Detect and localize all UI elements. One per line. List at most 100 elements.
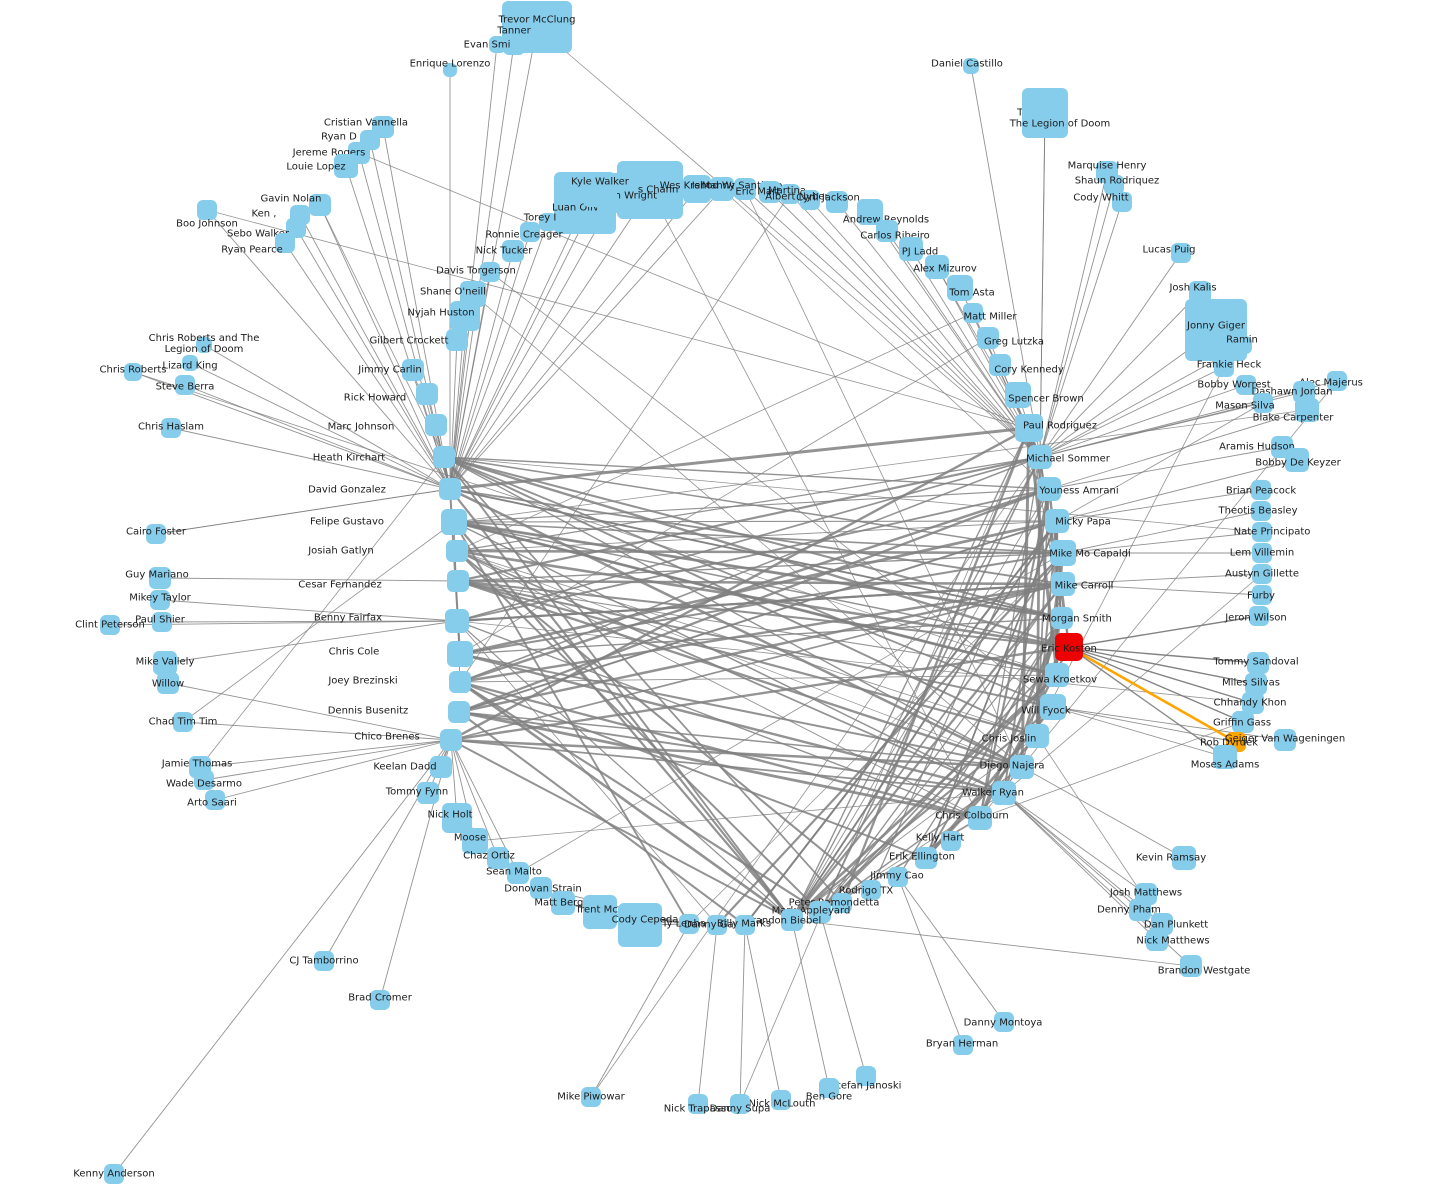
graph-node[interactable] xyxy=(1249,606,1269,626)
graph-node[interactable] xyxy=(124,363,142,381)
graph-node[interactable] xyxy=(989,354,1011,376)
graph-node[interactable] xyxy=(448,701,470,723)
graph-node[interactable] xyxy=(487,847,509,869)
graph-node[interactable] xyxy=(826,191,848,213)
graph-node[interactable] xyxy=(488,35,506,53)
graph-node[interactable] xyxy=(1010,755,1034,779)
graph-node[interactable] xyxy=(430,756,452,778)
graph-node[interactable] xyxy=(734,178,756,200)
graph-node[interactable] xyxy=(1051,607,1073,629)
graph-node[interactable] xyxy=(402,359,424,381)
graph-node[interactable] xyxy=(771,1090,791,1110)
graph-node[interactable] xyxy=(963,58,979,74)
graph-node[interactable] xyxy=(480,262,500,282)
graph-node[interactable] xyxy=(688,1094,708,1114)
graph-node[interactable] xyxy=(1253,393,1273,413)
graph-node[interactable] xyxy=(152,612,172,632)
graph-node[interactable] xyxy=(503,33,525,55)
graph-node[interactable] xyxy=(994,1012,1014,1032)
graph-node[interactable] xyxy=(1234,336,1252,354)
graph-node[interactable] xyxy=(730,1094,750,1114)
graph-node[interactable] xyxy=(1022,98,1068,138)
graph-node[interactable] xyxy=(1232,711,1254,733)
graph-node[interactable] xyxy=(1050,540,1076,566)
graph-node[interactable] xyxy=(551,891,575,915)
graph-node[interactable] xyxy=(1015,414,1043,442)
graph-node[interactable] xyxy=(1274,729,1296,751)
graph-node[interactable] xyxy=(583,173,617,207)
graph-node[interactable] xyxy=(197,200,217,220)
graph-node[interactable] xyxy=(1051,572,1075,596)
graph-node[interactable] xyxy=(759,181,781,203)
graph-node[interactable] xyxy=(1285,448,1309,472)
graph-node[interactable] xyxy=(583,895,617,929)
graph-node[interactable] xyxy=(992,781,1016,805)
graph-node[interactable] xyxy=(1037,477,1061,501)
graph-node[interactable] xyxy=(417,782,439,804)
graph-node[interactable] xyxy=(963,303,983,323)
graph-node[interactable] xyxy=(1045,509,1069,533)
graph-node[interactable] xyxy=(977,327,999,349)
graph-node[interactable] xyxy=(1171,243,1191,263)
graph-node[interactable] xyxy=(175,375,195,395)
graph-node[interactable] xyxy=(1251,480,1271,500)
graph-node[interactable] xyxy=(1213,745,1237,769)
graph-node[interactable] xyxy=(1045,663,1069,687)
graph-node[interactable] xyxy=(157,672,179,694)
graph-node[interactable] xyxy=(781,909,803,931)
graph-node[interactable] xyxy=(539,213,557,231)
graph-node[interactable] xyxy=(1189,281,1211,303)
graph-node[interactable] xyxy=(153,651,177,675)
graph-node[interactable] xyxy=(735,915,755,935)
graph-node[interactable] xyxy=(1252,522,1272,542)
graph-node[interactable] xyxy=(888,867,908,887)
graph-node[interactable] xyxy=(314,951,334,971)
graph-node[interactable] xyxy=(433,446,455,468)
graph-node[interactable] xyxy=(618,903,662,947)
graph-node[interactable] xyxy=(968,806,992,830)
graph-node[interactable] xyxy=(446,329,468,351)
graph-node[interactable] xyxy=(441,509,467,535)
graph-node[interactable] xyxy=(581,1087,601,1107)
graph-node[interactable] xyxy=(1214,357,1234,377)
graph-node[interactable] xyxy=(1252,585,1272,605)
graph-node[interactable] xyxy=(1180,955,1202,977)
graph-node[interactable] xyxy=(449,671,471,693)
graph-node[interactable] xyxy=(182,355,198,371)
graph-node[interactable] xyxy=(447,641,473,667)
graph-node[interactable] xyxy=(1172,846,1196,870)
graph-node[interactable] xyxy=(1055,633,1083,661)
graph-node[interactable] xyxy=(1104,175,1124,195)
graph-node[interactable] xyxy=(1293,381,1315,403)
graph-node[interactable] xyxy=(149,567,171,589)
graph-node[interactable] xyxy=(439,478,461,500)
graph-node[interactable] xyxy=(1236,375,1256,395)
graph-node[interactable] xyxy=(899,237,923,261)
graph-node[interactable] xyxy=(710,177,734,201)
graph-node[interactable] xyxy=(1247,652,1269,674)
graph-node[interactable] xyxy=(1295,398,1319,422)
graph-node[interactable] xyxy=(416,383,438,405)
graph-node[interactable] xyxy=(819,1078,839,1098)
graph-node[interactable] xyxy=(861,880,881,900)
graph-node[interactable] xyxy=(1252,543,1272,563)
graph-node[interactable] xyxy=(104,1164,124,1184)
graph-node[interactable] xyxy=(832,893,852,913)
graph-node[interactable] xyxy=(800,190,820,210)
graph-node[interactable] xyxy=(100,615,120,635)
graph-node[interactable] xyxy=(161,418,181,438)
graph-node[interactable] xyxy=(275,233,295,253)
graph-node[interactable] xyxy=(1245,673,1267,695)
graph-node[interactable] xyxy=(502,240,524,262)
graph-node[interactable] xyxy=(1112,192,1132,212)
graph-node[interactable] xyxy=(370,990,390,1010)
graph-node[interactable] xyxy=(1025,724,1049,748)
graph-node[interactable] xyxy=(530,877,552,899)
graph-node[interactable] xyxy=(1146,929,1168,951)
graph-node[interactable] xyxy=(1040,694,1066,720)
graph-node[interactable] xyxy=(520,222,540,242)
graph-node[interactable] xyxy=(445,609,469,633)
graph-node[interactable] xyxy=(446,540,468,562)
